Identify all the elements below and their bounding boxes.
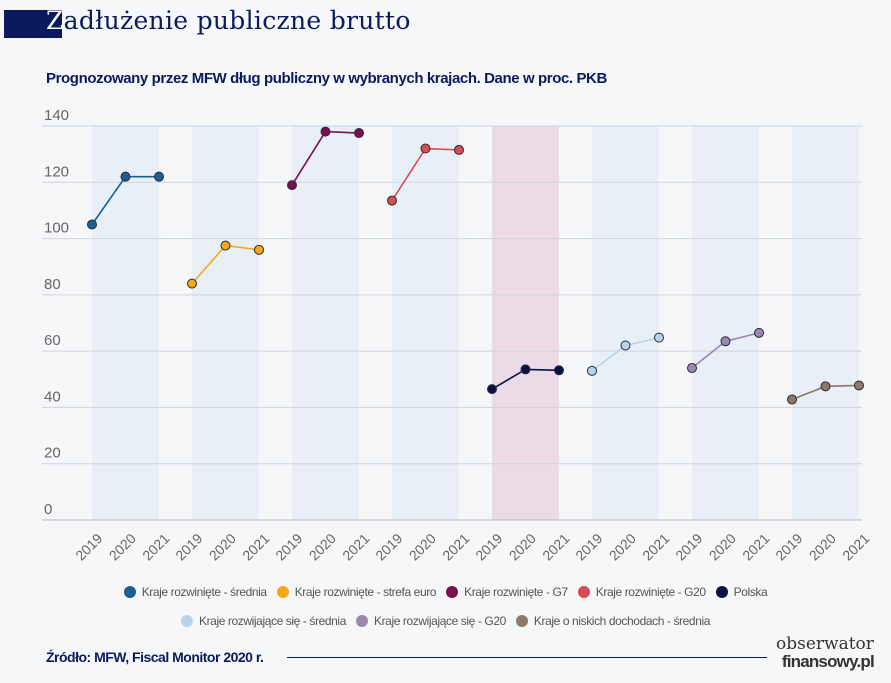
x-tick-label: 2020 xyxy=(306,530,339,563)
x-tick-label: 2019 xyxy=(72,530,105,563)
page-title: Zadłużenie publiczne brutto xyxy=(46,6,411,35)
data-point xyxy=(554,365,564,376)
group-band xyxy=(292,126,359,520)
x-tick-label: 2020 xyxy=(506,530,539,563)
x-tick-label: 2021 xyxy=(739,530,772,563)
x-tick-label: 2021 xyxy=(639,530,672,563)
legend-label: Kraje rozwinięte - średnia xyxy=(141,585,267,599)
data-point xyxy=(154,171,164,182)
y-tick-label: 60 xyxy=(44,332,61,349)
y-tick-label: 140 xyxy=(44,107,69,124)
group-band xyxy=(792,126,859,520)
legend-item: Kraje o niskich dochodach - średnia xyxy=(515,614,711,628)
x-tick-label: 2019 xyxy=(372,530,405,563)
legend-item: Kraje rozwinięte - G7 xyxy=(446,585,568,599)
legend-label: Kraje rozwijające się - średnia xyxy=(198,614,346,628)
legend-swatch xyxy=(355,615,368,627)
legend-item: Kraje rozwijające się - G20 xyxy=(355,614,506,628)
x-tick-label: 2019 xyxy=(572,530,605,563)
source-note: Źródło: MFW, Fiscal Monitor 2020 r. xyxy=(46,649,264,665)
logo: obserwator finansowy.pl xyxy=(776,634,875,671)
x-tick-label: 2020 xyxy=(806,530,839,563)
legend-swatch xyxy=(276,586,289,598)
group-band xyxy=(492,126,559,520)
x-tick-label: 2021 xyxy=(439,530,472,563)
legend-label: Kraje o niskich dochodach - średnia xyxy=(533,614,711,628)
data-point xyxy=(487,384,497,395)
data-point xyxy=(787,394,797,405)
group-band xyxy=(92,126,159,520)
data-point xyxy=(287,180,297,191)
title-accent-bar xyxy=(4,10,62,38)
legend-item: Polska xyxy=(715,585,768,599)
data-point xyxy=(454,144,464,155)
x-tick-label: 2020 xyxy=(706,530,739,563)
data-point xyxy=(420,143,431,154)
data-point xyxy=(254,244,264,255)
legend-item: Kraje rozwijające się - średnia xyxy=(180,614,346,628)
legend-label: Polska xyxy=(733,585,768,599)
x-tick-label: 2021 xyxy=(139,530,172,563)
data-point xyxy=(820,381,831,392)
x-tick-label: 2020 xyxy=(406,530,439,563)
data-point xyxy=(754,327,764,338)
legend-label: Kraje rozwinięte - G7 xyxy=(464,585,568,599)
x-tick-label: 2021 xyxy=(539,530,572,563)
y-tick-label: 100 xyxy=(44,220,69,237)
data-point xyxy=(320,126,331,137)
legend-item: Kraje rozwinięte - G20 xyxy=(577,585,706,599)
x-tick-label: 2020 xyxy=(206,530,239,563)
chart-subtitle: Prognozowany przez MFW dług publiczny w … xyxy=(46,70,607,87)
data-point xyxy=(687,363,697,374)
x-tick-label: 2021 xyxy=(339,530,372,563)
data-point xyxy=(587,365,597,376)
legend-swatch xyxy=(715,586,728,598)
data-point xyxy=(654,332,664,343)
y-tick-label: 0 xyxy=(44,501,52,518)
data-point xyxy=(187,278,197,289)
data-point xyxy=(520,364,531,375)
divider xyxy=(287,657,767,658)
y-tick-label: 40 xyxy=(44,388,61,405)
x-tick-label: 2019 xyxy=(672,530,705,563)
legend-label: Kraje rozwinięte - G20 xyxy=(595,585,706,599)
group-band xyxy=(692,126,759,520)
legend-swatch xyxy=(123,586,136,598)
legend-swatch xyxy=(515,615,528,627)
legend-swatch xyxy=(446,586,459,598)
legend-swatch xyxy=(577,586,590,598)
x-tick-label: 2019 xyxy=(472,530,505,563)
legend-row-2: Kraje rozwijające się - średnia Kraje roz… xyxy=(0,614,891,628)
x-tick-label: 2021 xyxy=(839,530,872,563)
x-tick-label: 2019 xyxy=(772,530,805,563)
legend-item: Kraje rozwinięte - strefa euro xyxy=(276,585,437,599)
data-point xyxy=(387,195,397,206)
x-tick-label: 2019 xyxy=(272,530,305,563)
y-tick-label: 20 xyxy=(44,445,61,462)
data-point xyxy=(720,336,731,347)
group-band xyxy=(392,126,459,520)
y-tick-label: 120 xyxy=(44,163,69,180)
data-point xyxy=(354,128,364,139)
data-point xyxy=(620,340,631,351)
group-band xyxy=(192,126,259,520)
data-point xyxy=(220,240,231,251)
group-band xyxy=(592,126,659,520)
legend-swatch xyxy=(180,615,193,627)
x-tick-label: 2020 xyxy=(606,530,639,563)
data-point xyxy=(854,380,864,391)
legend-label: Kraje rozwijające się - G20 xyxy=(373,614,506,628)
legend-item: Kraje rozwinięte - średnia xyxy=(123,585,267,599)
data-point xyxy=(120,171,131,182)
legend-row-1: Kraje rozwinięte - średnia Kraje rozwinię… xyxy=(0,585,891,599)
x-tick-label: 2020 xyxy=(106,530,139,563)
legend-label: Kraje rozwinięte - strefa euro xyxy=(294,585,437,599)
y-tick-label: 80 xyxy=(44,276,61,293)
x-tick-label: 2021 xyxy=(239,530,272,563)
data-point xyxy=(87,219,97,230)
x-tick-label: 2019 xyxy=(172,530,205,563)
